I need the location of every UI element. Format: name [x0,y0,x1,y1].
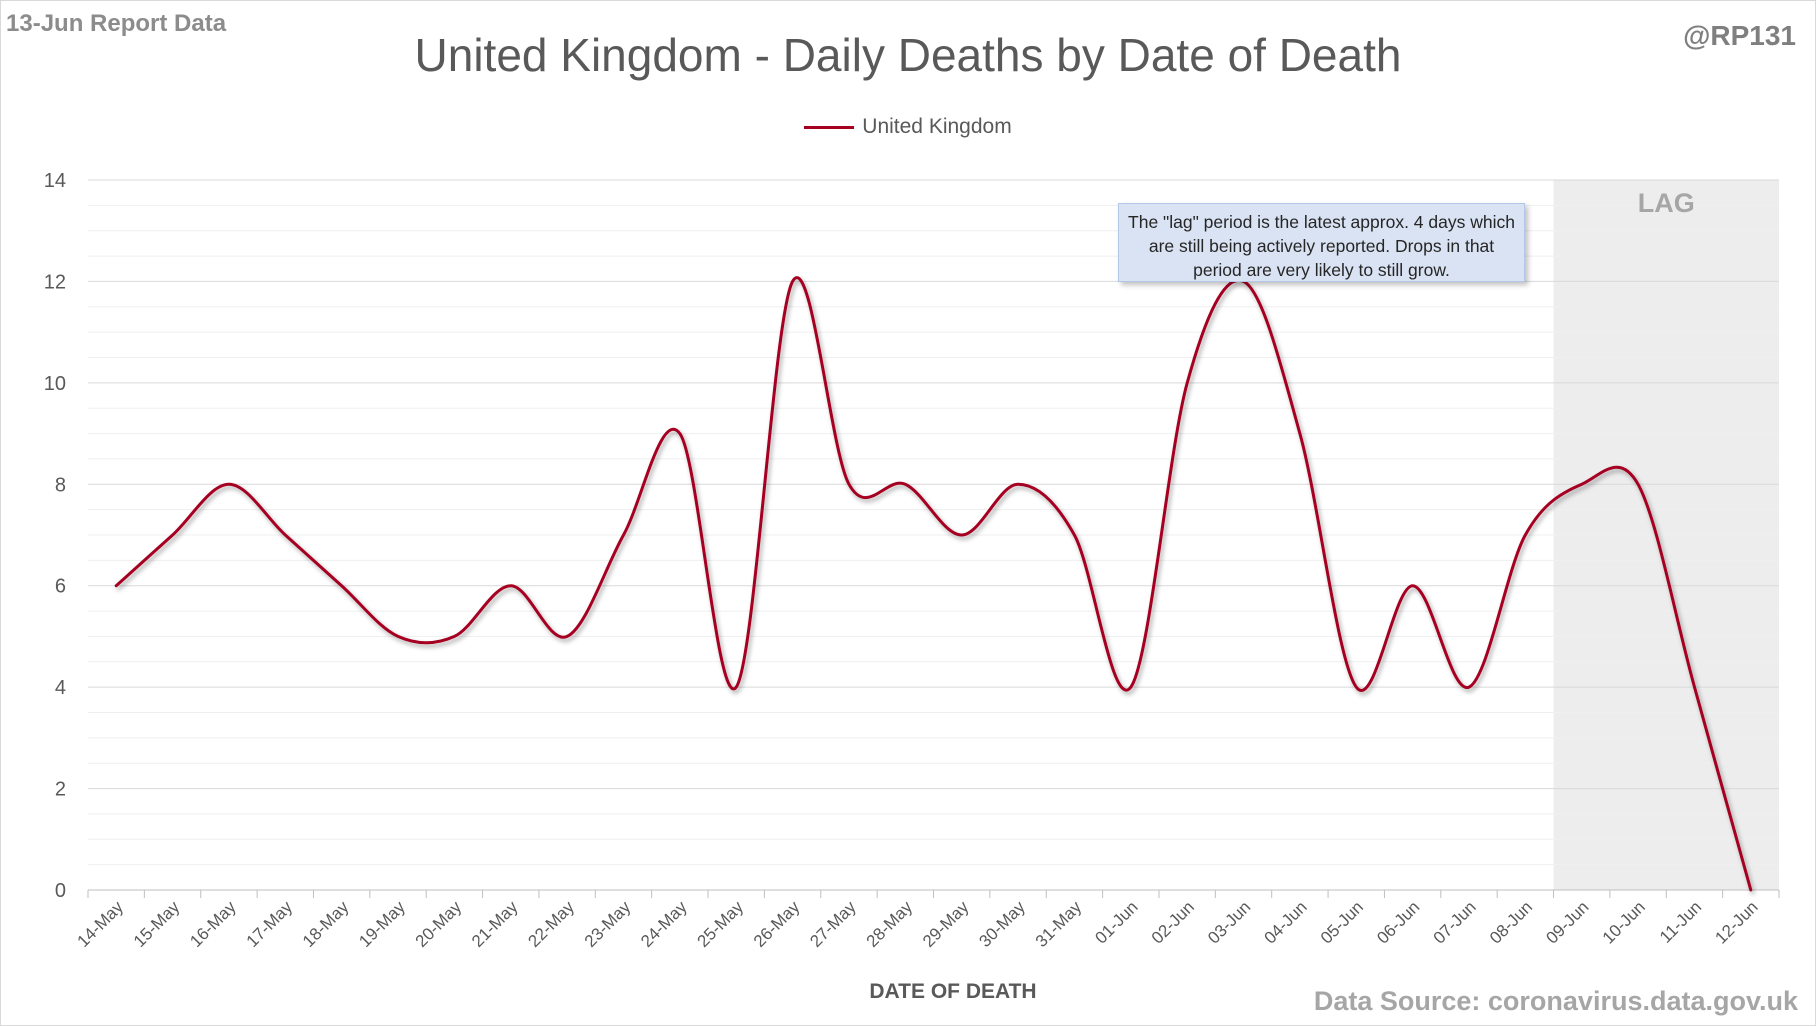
x-tick-label: 30-May [975,897,1029,951]
x-tick-label: 23-May [581,897,635,951]
data-point [1129,685,1133,689]
data-point [1072,533,1076,537]
data-point [1298,432,1302,436]
y-tick-label: 2 [55,779,66,801]
x-tick-label: 04-Jun [1261,897,1311,947]
data-point [452,634,456,638]
x-tick-label: 09-Jun [1542,897,1592,947]
data-point [847,482,851,486]
x-tick-label: 31-May [1032,897,1086,951]
x-tick-label: 15-May [130,897,184,951]
report-date-label: 13-Jun Report Data [6,10,227,37]
data-point [1636,482,1640,486]
data-point [791,279,795,283]
x-tick-label: 21-May [468,897,522,951]
data-point [678,432,682,436]
data-point [1354,685,1358,689]
data-point [565,634,569,638]
x-tick-label: 06-Jun [1373,897,1423,947]
lag-label: LAG [1638,188,1695,218]
author-handle: @RP131 [1683,20,1796,51]
x-tick-label: 08-Jun [1486,897,1536,947]
x-tick-label: 07-Jun [1430,897,1480,947]
data-point [171,533,175,537]
y-tick-label: 10 [44,373,66,395]
data-point [960,533,964,537]
data-point [1467,685,1471,689]
x-tick-label: 17-May [243,897,297,951]
data-source-label: Data Source: coronavirus.data.gov.uk [1313,986,1798,1016]
chart-legend: United Kingdom [0,115,1816,139]
x-tick-label: 05-Jun [1317,897,1367,947]
series-line-united-kingdom [114,276,1753,892]
data-point [1749,888,1753,892]
x-tick-label: 25-May [694,897,748,951]
x-tick-label: 29-May [919,897,973,951]
x-tick-label: 22-May [524,897,578,951]
y-tick-label: 14 [44,170,66,192]
data-point [734,685,738,689]
data-point [1411,584,1415,588]
y-tick-label: 8 [55,474,66,496]
x-tick-label: 26-May [750,897,804,951]
data-point [340,584,344,588]
x-tick-label: 18-May [299,897,353,951]
legend-label: United Kingdom [862,115,1012,138]
y-tick-label: 4 [55,677,66,699]
x-tick-label: 20-May [412,897,466,951]
y-tick-label: 0 [55,880,66,902]
x-tick-label: 02-Jun [1148,897,1198,947]
data-point [1692,685,1696,689]
x-tick-label: 01-Jun [1091,897,1141,947]
legend-swatch [804,125,855,129]
chart-title: United Kingdom - Daily Deaths by Date of… [414,29,1402,81]
lag-note-box: The "lag" period is the latest approx. 4… [1118,203,1525,282]
x-tick-label: 10-Jun [1599,897,1649,947]
y-tick-label: 6 [55,576,66,598]
x-tick-label: 19-May [355,897,409,951]
data-point [1523,533,1527,537]
data-point [396,634,400,638]
x-tick-label: 24-May [637,897,691,951]
x-tick-label: 14-May [73,897,127,951]
x-tick-label: 03-Jun [1204,897,1254,947]
data-point [283,533,287,537]
data-point [114,584,118,588]
data-point [621,533,625,537]
data-point [1580,482,1584,486]
data-point [509,584,513,588]
data-point [1016,482,1020,486]
x-tick-label: 16-May [186,897,240,951]
x-tick-label: 12-Jun [1711,897,1761,947]
x-tick-label: 27-May [806,897,860,951]
data-point [903,482,907,486]
x-tick-label: 11-Jun [1656,897,1705,946]
x-axis-title: DATE OF DEATH [869,980,1037,1003]
x-tick-label: 28-May [863,897,917,951]
y-tick-label: 12 [44,271,66,293]
data-point [227,482,231,486]
data-point [1185,381,1189,385]
